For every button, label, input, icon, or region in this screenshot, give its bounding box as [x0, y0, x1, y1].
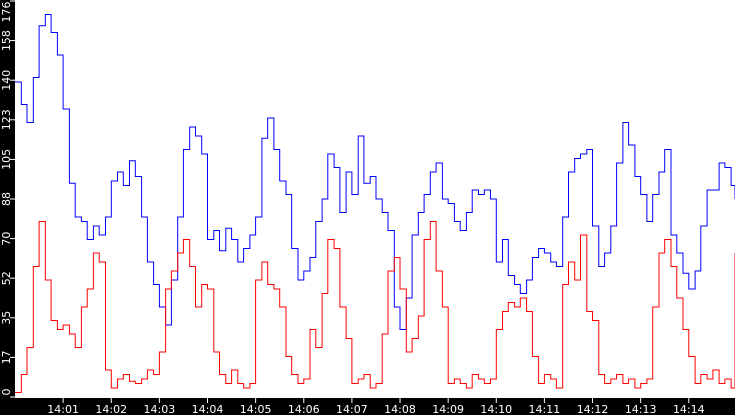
x-tick-label: 14:01	[47, 403, 79, 415]
x-tick-label: 14:10	[480, 403, 512, 415]
x-tick-label: 14:04	[192, 403, 224, 415]
y-tick-label: 17	[0, 350, 13, 364]
y-tick-label: 140	[0, 70, 13, 91]
y-tick-label: 158	[0, 30, 13, 51]
x-tick-label: 14:07	[336, 403, 368, 415]
y-tick-label: 176	[0, 2, 13, 23]
x-tick-label: 14:08	[384, 403, 416, 415]
y-tick-label: 0	[0, 389, 13, 396]
x-tick-label: 14:14	[673, 403, 705, 415]
series_1-line	[15, 14, 735, 330]
plot-area	[15, 0, 735, 398]
y-axis: 0 17 35 52 70 88 105 123 140 158 176	[0, 0, 15, 398]
series-layer	[15, 14, 735, 393]
x-tick-label: 14:09	[432, 403, 464, 415]
y-tick-label: 105	[0, 149, 13, 170]
x-axis: 14:01 14:02 14:03 14:04 14:05 14:06 14:07 14:08…	[47, 398, 705, 415]
x-tick-label: 14:03	[144, 403, 176, 415]
y-tick-label: 52	[0, 271, 13, 285]
y-tick-label: 70	[0, 232, 13, 246]
x-tick-label: 14:02	[95, 403, 127, 415]
x-tick-label: 14:13	[625, 403, 657, 415]
x-tick-label: 14:05	[240, 403, 272, 415]
x-tick-label: 14:12	[577, 403, 609, 415]
x-tick-label: 14:06	[288, 403, 320, 415]
y-tick-label: 88	[0, 192, 13, 206]
series_2-line	[15, 221, 735, 393]
x-tick-label: 14:11	[529, 403, 561, 415]
y-tick-label: 123	[0, 109, 13, 130]
y-tick-label: 35	[0, 311, 13, 325]
